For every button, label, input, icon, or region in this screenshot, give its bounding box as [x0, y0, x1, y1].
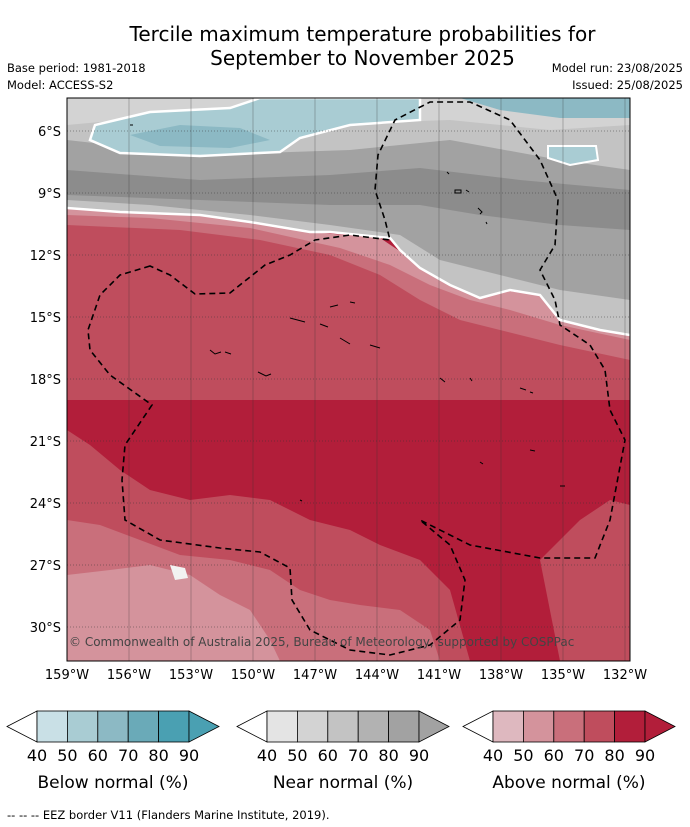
colorbar-legend: 40 50 60 70 80 90 Below normal (%) 40 50 60 70 80 90… — [6, 710, 676, 793]
colorbar-tick-label: 50 — [287, 746, 307, 765]
colorbar-segment — [97, 710, 129, 743]
lon-label: 153°W — [169, 668, 213, 683]
colorbar-tick-label: 80 — [378, 746, 398, 765]
lon-label: 156°W — [107, 668, 151, 683]
latitude-labels: 6°S 9°S 12°S 15°S 18°S 21°S 24°S 27°S 30… — [30, 125, 61, 636]
colorbar-tick-label: 60 — [88, 746, 108, 765]
issued-date: Issued: 25/08/2025 — [572, 78, 683, 92]
colorbar-segment — [583, 710, 616, 743]
lat-label: 21°S — [30, 435, 61, 450]
lon-label: 132°W — [603, 668, 647, 683]
colorbar-tick-label: 90 — [635, 746, 655, 765]
colorbar-segment — [388, 710, 420, 743]
graticule — [67, 130, 630, 628]
colorbar-1: 40 50 60 70 80 90 Near normal (%) — [236, 710, 450, 793]
colorbar-tick-label: 90 — [179, 746, 199, 765]
colorbar-segment — [523, 710, 555, 743]
model-name: Model: ACCESS-S2 — [7, 78, 114, 92]
colorbar-tick-label: 50 — [57, 746, 77, 765]
lat-label: 12°S — [30, 249, 61, 264]
above-50-band — [67, 205, 630, 340]
meta-left: Base period: 1981-2018 Model: ACCESS-S2 — [7, 60, 146, 94]
colorbar-segment — [614, 710, 646, 743]
colorbar-tick-label: 60 — [544, 746, 564, 765]
category-boundary — [67, 206, 630, 337]
plot-frame — [66, 97, 631, 662]
model-run: Model run: 23/08/2025 — [551, 61, 683, 75]
colorbar-2: 40 50 60 70 80 90 Above normal (%) — [462, 710, 676, 793]
colorbar-segment — [492, 710, 524, 743]
colorbar-title: Above normal (%) — [492, 773, 645, 793]
meridians — [128, 98, 626, 661]
colorbar-tick-label: 80 — [604, 746, 624, 765]
colorbar-extend-low — [236, 710, 268, 743]
lon-label: 138°W — [479, 668, 523, 683]
above-50-region — [67, 565, 280, 661]
lon-label: 150°W — [231, 668, 275, 683]
colorbar-extend-low — [462, 710, 494, 743]
below-normal-patch — [547, 145, 600, 167]
map-plot-area — [67, 98, 630, 661]
colorbar-tick-label: 40 — [483, 746, 503, 765]
below-normal-ne — [460, 98, 630, 118]
colorbar-tick-label: 70 — [348, 746, 368, 765]
colorbar-segment — [67, 710, 99, 743]
lat-label: 15°S — [30, 311, 61, 326]
lat-label: 18°S — [30, 373, 61, 388]
lat-label: 30°S — [30, 621, 61, 636]
colorbar-tick-label: 70 — [118, 746, 138, 765]
title-line-2: September to November 2025 — [210, 46, 515, 70]
lon-label: 135°W — [541, 668, 585, 683]
above-70-east — [540, 500, 630, 661]
eez-footnote: -- -- -- EEZ border V11 (Flanders Marine… — [7, 808, 330, 822]
colorbar-tick-label: 40 — [27, 746, 47, 765]
colorbar-segment — [327, 710, 359, 743]
colorbar-extend-high — [418, 710, 450, 743]
colorbar-extend-high — [644, 710, 676, 743]
colorbar-segment — [36, 710, 68, 743]
colorbar-tick-label: 90 — [409, 746, 429, 765]
colorbar-segment — [553, 710, 585, 743]
base-period: Base period: 1981-2018 — [7, 61, 146, 75]
near-normal-highest — [67, 168, 630, 230]
lon-label: 147°W — [293, 668, 337, 683]
lon-label: 159°W — [45, 668, 89, 683]
above-70-band — [67, 205, 630, 400]
colorbar-tick-label: 40 — [257, 746, 277, 765]
colorbar-tick-label: 50 — [513, 746, 533, 765]
colorbar-title: Below normal (%) — [38, 773, 189, 793]
colorbar-extend-high — [188, 710, 220, 743]
colorbar-segment — [158, 710, 190, 743]
title-line-1: Tercile maximum temperature probabilitie… — [129, 22, 596, 46]
colorbar-segment — [266, 710, 298, 743]
colorbar-tick-label: 70 — [574, 746, 594, 765]
low-prob-patch — [170, 565, 188, 580]
lat-label: 6°S — [38, 125, 61, 140]
colorbar-tick-label: 80 — [148, 746, 168, 765]
islands — [130, 124, 565, 502]
colorbar-title: Near normal (%) — [273, 773, 413, 793]
colorbar-extend-low — [6, 710, 38, 743]
eez-line — [87, 101, 626, 656]
colorbar-segment — [127, 710, 159, 743]
lat-label: 9°S — [38, 187, 61, 202]
above-60-band — [67, 205, 630, 360]
copyright-text: © Commonwealth of Australia 2025, Bureau… — [69, 635, 574, 649]
meta-right: Model run: 23/08/2025 Issued: 25/08/2025 — [552, 60, 683, 94]
longitude-labels: 159°W 156°W 153°W 150°W 147°W 144°W 141°… — [45, 668, 647, 683]
colorbar-segment — [296, 710, 329, 743]
colorbar-segment — [357, 710, 390, 743]
lat-label: 27°S — [30, 559, 61, 574]
lat-label: 24°S — [30, 497, 61, 512]
map-title: Tercile maximum temperature probabilitie… — [0, 22, 690, 70]
eez-borders — [87, 101, 626, 656]
lon-label: 144°W — [355, 668, 399, 683]
colorbar-tick-label: 60 — [318, 746, 338, 765]
lon-label: 141°W — [417, 668, 461, 683]
colorbar-0: 40 50 60 70 80 90 Below normal (%) — [6, 710, 220, 793]
